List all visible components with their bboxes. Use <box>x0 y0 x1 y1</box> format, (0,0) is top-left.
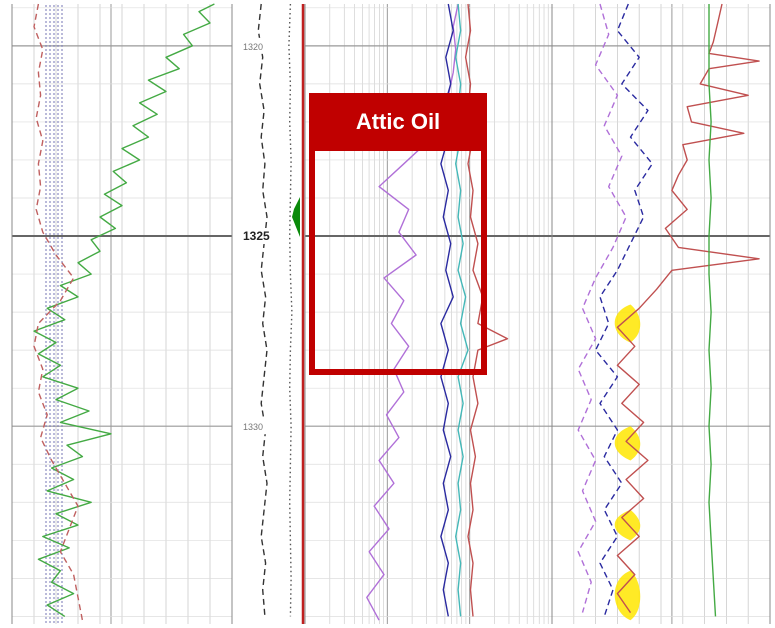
track2-curve-2 <box>288 3 293 617</box>
depth-label-bg <box>240 228 282 245</box>
track4-curve-4 <box>708 4 717 617</box>
depth-label: 1330 <box>243 422 263 432</box>
yellow-shading <box>614 509 641 541</box>
depth-labels: 1320 1325 1330 <box>240 37 282 435</box>
depth-label: 1325 <box>243 229 270 243</box>
track4-curve-1 <box>577 3 627 613</box>
track4-curve-3 <box>616 3 760 613</box>
depth-label-bg <box>240 418 270 435</box>
track4-curve-2 <box>594 3 653 617</box>
track2-curve-1 <box>257 3 268 617</box>
yellow-shading <box>614 304 641 343</box>
lithology-strip <box>45 4 63 624</box>
depth-label: 1320 <box>243 42 263 52</box>
green-shading <box>292 197 300 238</box>
yellow-shading <box>614 570 641 621</box>
depth-label-bg <box>240 37 270 54</box>
grid <box>11 4 771 624</box>
track1-curve-2 <box>33 3 84 621</box>
attic-oil-annotation-label: Attic Oil <box>309 93 487 151</box>
track1-curve-1 <box>33 3 215 617</box>
